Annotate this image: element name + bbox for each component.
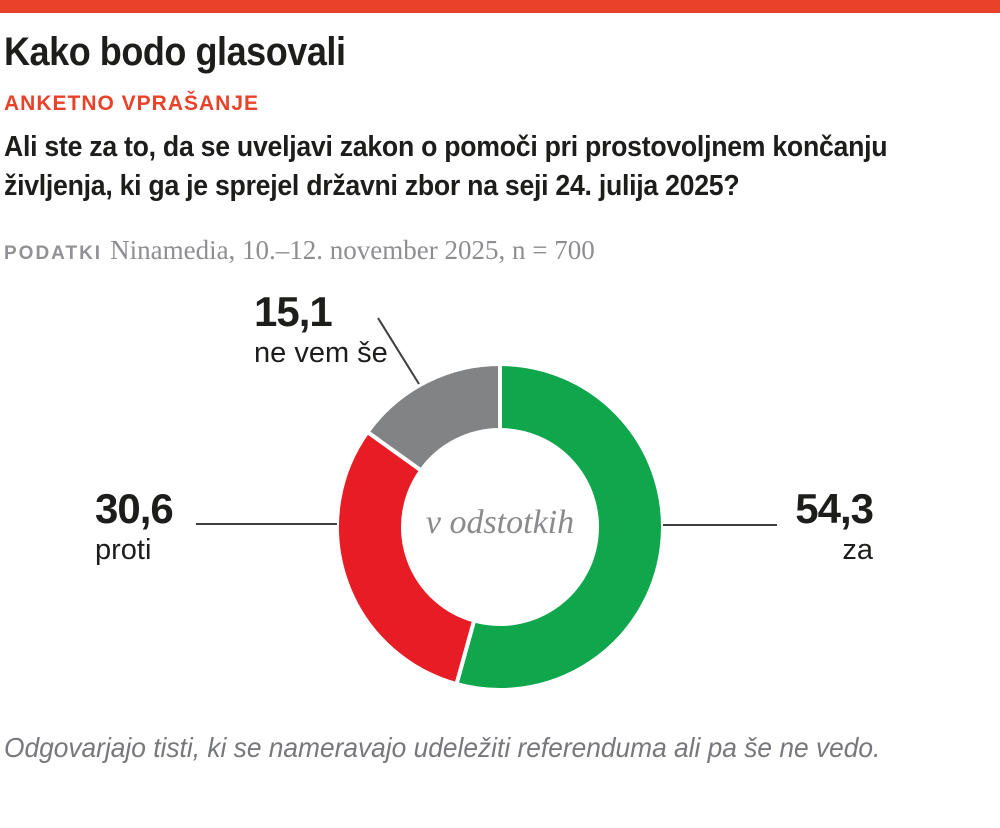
slice-value: 30,6 bbox=[95, 485, 174, 532]
footnote: Odgovarjajo tisti, ki se nameravajo udel… bbox=[4, 732, 881, 763]
source-text: Ninamedia, 10.–12. november 2025, n = 70… bbox=[110, 235, 595, 265]
source-label: PODATKI bbox=[4, 243, 103, 264]
slice-name: za bbox=[842, 534, 873, 566]
slice-name: ne vem še bbox=[254, 337, 388, 369]
slice-value: 15,1 bbox=[254, 288, 333, 335]
slice-label-proti: 30,6 proti bbox=[95, 485, 174, 567]
page-title: Kako bodo glasovali bbox=[4, 30, 346, 74]
slice-value: 54,3 bbox=[795, 485, 874, 532]
kicker-label: ANKETNO VPRAŠANJE bbox=[4, 92, 260, 115]
top-accent-bar bbox=[0, 0, 1000, 13]
slice-label-za: 54,3 za bbox=[795, 485, 874, 567]
donut-slice-proti bbox=[335, 429, 477, 687]
donut-slice-ne-vem-se bbox=[364, 361, 502, 474]
data-source: PODATKI Ninamedia, 10.–12. november 2025,… bbox=[4, 233, 595, 271]
survey-question: Ali ste za to, da se uveljavi zakon o po… bbox=[4, 131, 888, 202]
donut-center-label: v odstotkih bbox=[425, 504, 575, 541]
slice-label-ne-vem-se: 15,1 ne vem še bbox=[254, 288, 388, 370]
slice-name: proti bbox=[95, 534, 152, 566]
